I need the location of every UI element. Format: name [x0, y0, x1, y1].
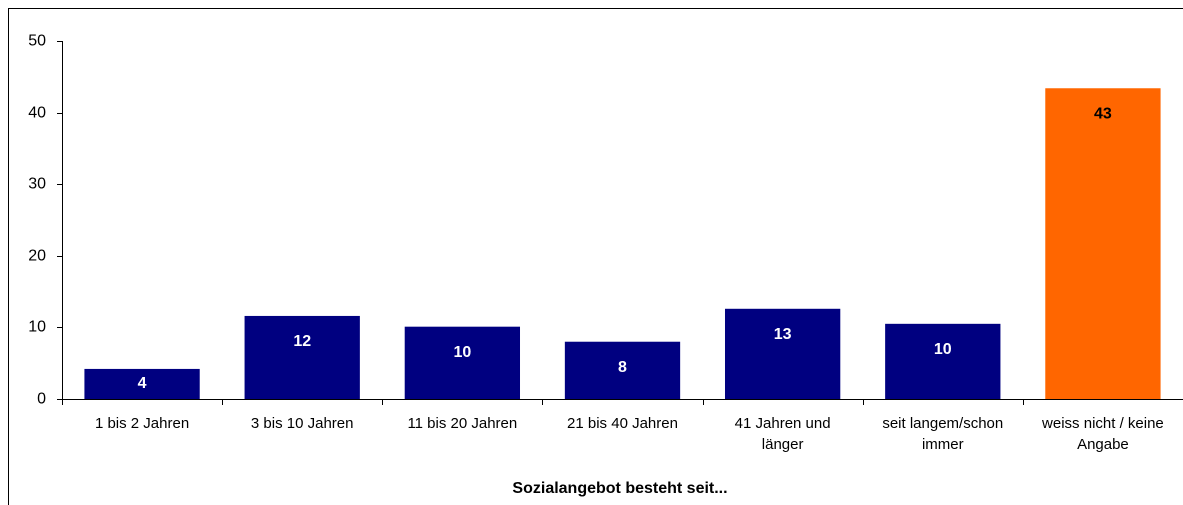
bar: [404, 326, 521, 399]
x-tick-label: 3 bis 10 Jahren: [250, 415, 354, 432]
data-label: 12: [293, 333, 311, 350]
x-tick-label: seit langem/schon immer: [882, 415, 1004, 453]
y-tick-label: 40: [28, 105, 46, 122]
y-tick-label: 10: [28, 319, 46, 336]
data-label: 10: [934, 341, 952, 358]
y-tick-label: 0: [37, 391, 46, 408]
bar: [724, 308, 841, 399]
data-label: 8: [618, 359, 627, 376]
data-label: 10: [453, 344, 471, 361]
frame: [8, 8, 1183, 505]
x-tick-label: 1 bis 2 Jahren: [94, 415, 190, 432]
y-tick-label: 20: [28, 248, 46, 265]
bar: [885, 323, 1001, 399]
x-tick-label: 41 Jahren und länger: [734, 415, 831, 453]
y-tick-label: 50: [28, 33, 46, 50]
x-tick-label: weiss nicht / keine Angabe: [1042, 415, 1164, 453]
x-tick-label: 21 bis 40 Jahren: [567, 415, 678, 432]
bar: [84, 368, 200, 399]
y-tick-label: 30: [28, 176, 46, 193]
bar: [1045, 88, 1161, 400]
data-label: 13: [774, 326, 792, 343]
bar: [244, 315, 360, 399]
x-tick-label: 11 bis 20 Jahren: [407, 415, 518, 432]
bar: [564, 341, 681, 399]
data-label: 43: [1094, 105, 1112, 122]
data-label: 4: [138, 375, 147, 392]
x-axis-title: Sozialangebot besteht seit...: [512, 480, 728, 497]
